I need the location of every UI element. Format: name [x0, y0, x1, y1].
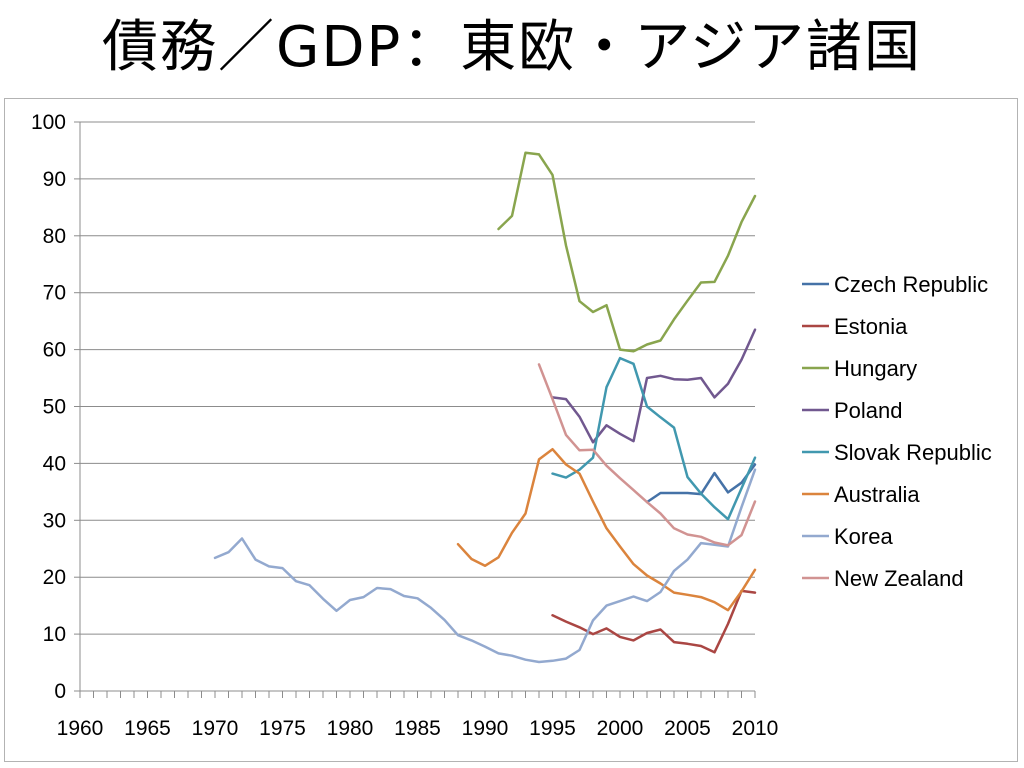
series-line [551, 328, 757, 444]
y-tick-label: 90 [43, 168, 66, 191]
y-tick-label: 30 [43, 509, 66, 532]
series-line [456, 447, 757, 612]
y-tick-label: 50 [43, 396, 66, 419]
legend-label: Australia [834, 482, 920, 507]
chart-frame: 0 10 20 30 40 50 60 70 80 90 100 1960 1965 1970 1975 19… [4, 98, 1018, 762]
y-tick-label: 20 [43, 566, 66, 589]
y-tick-label: 80 [43, 225, 66, 248]
x-tick-label: 1985 [394, 717, 441, 740]
series-line [551, 356, 757, 521]
x-tick-label: 1995 [529, 717, 576, 740]
x-tick-label: 2010 [732, 717, 779, 740]
series-line [551, 589, 757, 654]
x-tick-label: 1960 [57, 717, 104, 740]
series-line [497, 151, 757, 353]
legend-label: Estonia [834, 314, 908, 339]
x-tick-label: 1980 [327, 717, 374, 740]
legend-label: Slovak Republic [834, 440, 992, 465]
legend-label: Korea [834, 524, 893, 549]
legend-label: Czech Republic [834, 272, 988, 297]
series-line [537, 363, 757, 547]
y-tick-label: 100 [31, 111, 66, 134]
legend-label: New Zealand [834, 566, 964, 591]
legend-label: Poland [834, 398, 903, 423]
legend-label: Hungary [834, 356, 917, 381]
x-tick-label: 1965 [124, 717, 171, 740]
line-chart: 0 10 20 30 40 50 60 70 80 90 100 1960 1965 1970 1975 19… [31, 111, 992, 740]
x-tick-label: 2005 [664, 717, 711, 740]
x-tick-label: 1990 [462, 717, 509, 740]
x-tick-label: 2000 [597, 717, 644, 740]
slide-title: 債務／GDP：東欧・アジア諸国 [101, 15, 923, 80]
x-tick-label: 1975 [259, 717, 306, 740]
y-tick-label: 70 [43, 282, 66, 305]
y-tick-label: 10 [43, 623, 66, 646]
y-tick-label: 0 [54, 680, 66, 703]
y-tick-label: 60 [43, 339, 66, 362]
series-line [213, 468, 757, 664]
y-tick-label: 40 [43, 452, 66, 475]
x-tick-label: 1970 [192, 717, 239, 740]
